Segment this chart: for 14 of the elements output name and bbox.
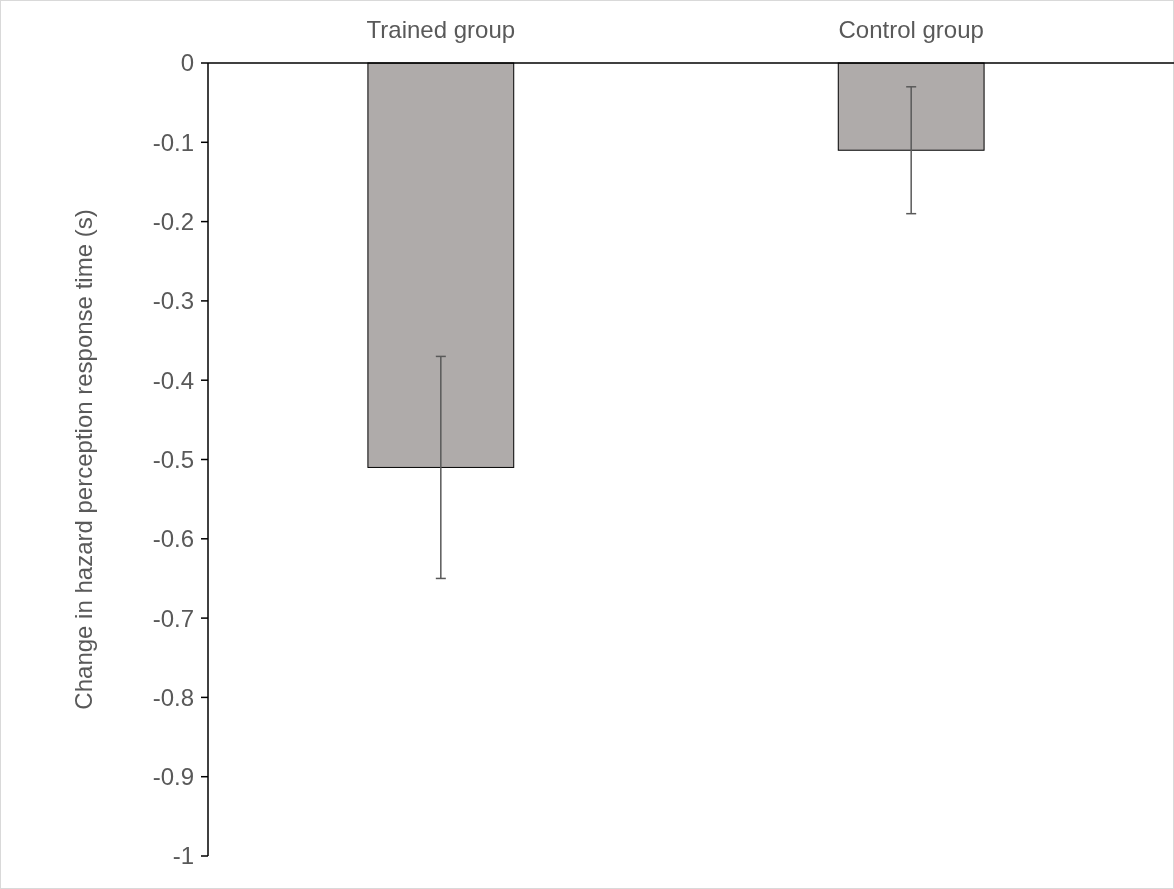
x-tick-label: Control group	[838, 16, 984, 43]
x-tick-label: Trained group	[366, 16, 516, 43]
y-tick-label: -0.4	[152, 366, 194, 394]
y-tick-label: 0	[180, 49, 194, 77]
y-tick-label: -1	[172, 842, 194, 870]
y-tick-label: -0.3	[152, 287, 194, 315]
y-tick-label: -0.1	[152, 128, 194, 156]
y-tick-label: -0.8	[152, 683, 194, 711]
y-tick-label: -0.2	[152, 208, 194, 235]
y-tick-label: -0.9	[152, 763, 194, 791]
y-tick-label: -0.5	[152, 445, 194, 473]
y-tick-label: -0.6	[152, 525, 194, 553]
y-axis-title: Change in hazard perception response time (s)	[70, 209, 97, 710]
y-tick-label: -0.7	[152, 604, 194, 632]
